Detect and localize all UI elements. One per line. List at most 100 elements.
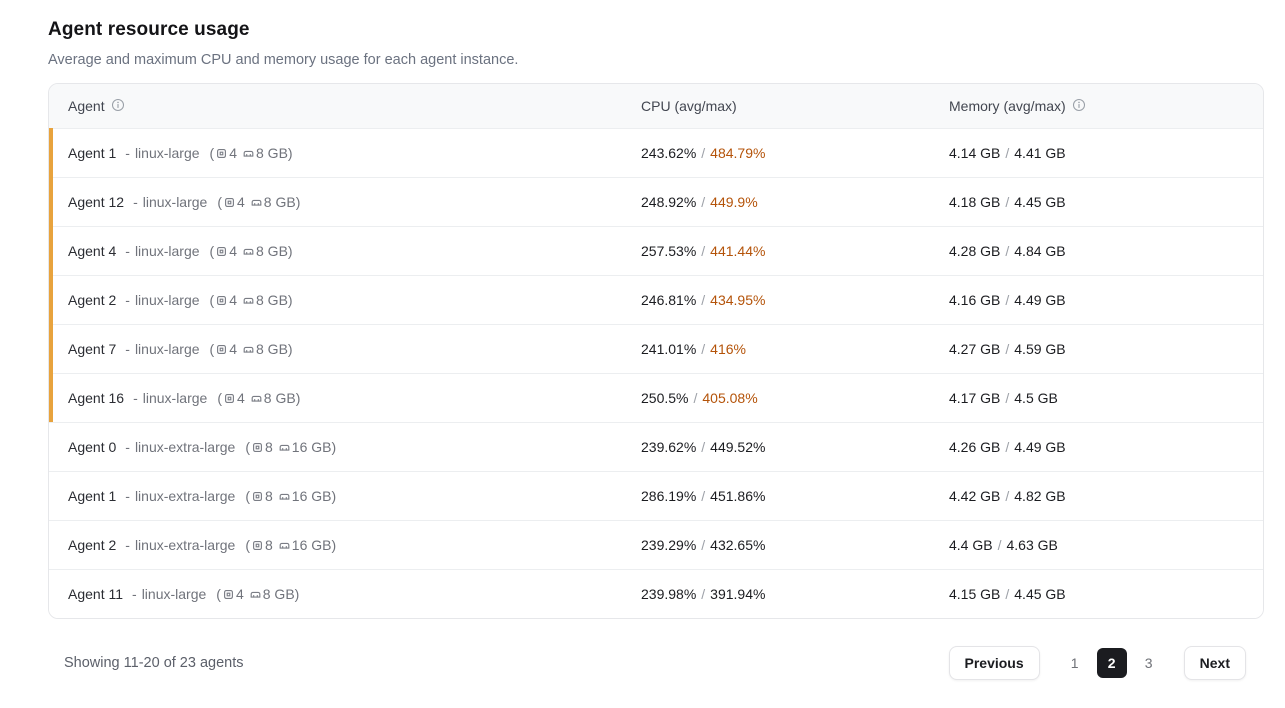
memory-avg-value: 4.42 GB bbox=[949, 488, 1000, 504]
cpu-max-value: 432.65% bbox=[710, 537, 765, 553]
cpu-chip-icon bbox=[250, 441, 265, 454]
memory-column-label: Memory (avg/max) bbox=[949, 98, 1066, 114]
memory-size: 16 GB bbox=[292, 488, 332, 504]
cpu-cell: 257.53% / 441.44% bbox=[641, 243, 949, 259]
memory-avg-value: 4.14 GB bbox=[949, 145, 1000, 161]
column-header-agent: Agent bbox=[49, 98, 641, 115]
agent-name: Agent 1 bbox=[68, 488, 116, 504]
agent-column-label: Agent bbox=[68, 98, 105, 114]
machine-spec: ( 8 16 GB ) bbox=[245, 488, 336, 504]
pagination: Previous 123 Next bbox=[949, 646, 1247, 680]
cpu-avg-value: 239.98% bbox=[641, 586, 696, 602]
page-number-list: 123 bbox=[1060, 648, 1164, 678]
ram-icon bbox=[241, 147, 256, 160]
memory-max-value: 4.45 GB bbox=[1014, 194, 1065, 210]
value-separator: / bbox=[1005, 145, 1009, 161]
ram-icon bbox=[277, 441, 292, 454]
info-icon[interactable] bbox=[111, 98, 125, 115]
cpu-cell: 246.81% / 434.95% bbox=[641, 292, 949, 308]
cpu-count: 4 bbox=[229, 341, 237, 357]
memory-max-value: 4.84 GB bbox=[1014, 243, 1065, 259]
value-separator: / bbox=[701, 292, 705, 308]
memory-max-value: 4.82 GB bbox=[1014, 488, 1065, 504]
page-1-button[interactable]: 1 bbox=[1060, 648, 1090, 678]
value-separator: / bbox=[1005, 390, 1009, 406]
next-page-button[interactable]: Next bbox=[1184, 646, 1246, 680]
agent-name: Agent 4 bbox=[68, 243, 116, 259]
machine-type: linux-large bbox=[143, 390, 208, 406]
value-separator: / bbox=[1005, 341, 1009, 357]
memory-size: 8 GB bbox=[256, 243, 288, 259]
memory-max-value: 4.59 GB bbox=[1014, 341, 1065, 357]
memory-avg-value: 4.16 GB bbox=[949, 292, 1000, 308]
machine-spec: ( 4 8 GB ) bbox=[210, 341, 293, 357]
agent-cell: Agent 2 - linux-extra-large ( 8 16 GB ) bbox=[49, 537, 641, 553]
cpu-avg-value: 241.01% bbox=[641, 341, 696, 357]
memory-max-value: 4.41 GB bbox=[1014, 145, 1065, 161]
page-3-button[interactable]: 3 bbox=[1134, 648, 1164, 678]
memory-size: 8 GB bbox=[263, 586, 295, 602]
cpu-max-value: 391.94% bbox=[710, 586, 765, 602]
info-icon[interactable] bbox=[1072, 98, 1086, 115]
agent-cell: Agent 0 - linux-extra-large ( 8 16 GB ) bbox=[49, 439, 641, 455]
table-row: Agent 1 - linux-extra-large ( 8 16 GB ) … bbox=[49, 471, 1263, 520]
memory-size: 8 GB bbox=[264, 390, 296, 406]
dash-separator: - bbox=[125, 145, 130, 161]
close-paren: ) bbox=[288, 145, 293, 161]
ram-icon bbox=[277, 539, 292, 552]
ram-icon bbox=[248, 588, 263, 601]
dash-separator: - bbox=[125, 292, 130, 308]
machine-spec: ( 8 16 GB ) bbox=[245, 439, 336, 455]
memory-cell: 4.42 GB / 4.82 GB bbox=[949, 488, 1263, 504]
machine-spec: ( 4 8 GB ) bbox=[210, 145, 293, 161]
agent-name: Agent 2 bbox=[68, 292, 116, 308]
agent-name: Agent 12 bbox=[68, 194, 124, 210]
memory-cell: 4.28 GB / 4.84 GB bbox=[949, 243, 1263, 259]
close-paren: ) bbox=[288, 243, 293, 259]
cpu-count: 4 bbox=[229, 243, 237, 259]
value-separator: / bbox=[1005, 194, 1009, 210]
results-summary: Showing 11-20 of 23 agents bbox=[64, 655, 244, 671]
cpu-chip-icon bbox=[214, 245, 229, 258]
cpu-avg-value: 257.53% bbox=[641, 243, 696, 259]
cpu-max-value: 449.9% bbox=[710, 194, 757, 210]
agent-cell: Agent 2 - linux-large ( 4 8 GB ) bbox=[49, 292, 641, 308]
agent-cell: Agent 4 - linux-large ( 4 8 GB ) bbox=[49, 243, 641, 259]
memory-avg-value: 4.27 GB bbox=[949, 341, 1000, 357]
value-separator: / bbox=[701, 439, 705, 455]
cpu-count: 4 bbox=[237, 194, 245, 210]
memory-cell: 4.16 GB / 4.49 GB bbox=[949, 292, 1263, 308]
cpu-cell: 250.5% / 405.08% bbox=[641, 390, 949, 406]
memory-max-value: 4.45 GB bbox=[1014, 586, 1065, 602]
cpu-chip-icon bbox=[214, 294, 229, 307]
cpu-count: 4 bbox=[229, 292, 237, 308]
agent-name: Agent 1 bbox=[68, 145, 116, 161]
agent-cell: Agent 11 - linux-large ( 4 8 GB ) bbox=[49, 586, 641, 602]
value-separator: / bbox=[1005, 439, 1009, 455]
machine-type: linux-large bbox=[135, 341, 200, 357]
memory-cell: 4.4 GB / 4.63 GB bbox=[949, 537, 1263, 553]
page-2-button[interactable]: 2 bbox=[1097, 648, 1127, 678]
ram-icon bbox=[249, 392, 264, 405]
table-footer: Showing 11-20 of 23 agents Previous 123 … bbox=[48, 646, 1264, 680]
page-title: Agent resource usage bbox=[48, 19, 1264, 41]
table-row: Agent 11 - linux-large ( 4 8 GB ) 239.98… bbox=[49, 569, 1263, 618]
dash-separator: - bbox=[125, 488, 130, 504]
close-paren: ) bbox=[331, 537, 336, 553]
agent-name: Agent 11 bbox=[68, 586, 123, 602]
cpu-chip-icon bbox=[214, 147, 229, 160]
previous-page-button[interactable]: Previous bbox=[949, 646, 1040, 680]
value-separator: / bbox=[701, 586, 705, 602]
agent-cell: Agent 1 - linux-large ( 4 8 GB ) bbox=[49, 145, 641, 161]
close-paren: ) bbox=[296, 390, 301, 406]
memory-max-value: 4.49 GB bbox=[1014, 439, 1065, 455]
close-paren: ) bbox=[296, 194, 301, 210]
page-container: Agent resource usage Average and maximum… bbox=[48, 0, 1264, 680]
close-paren: ) bbox=[331, 488, 336, 504]
memory-size: 8 GB bbox=[264, 194, 296, 210]
memory-avg-value: 4.4 GB bbox=[949, 537, 993, 553]
value-separator: / bbox=[701, 341, 705, 357]
column-header-memory: Memory (avg/max) bbox=[949, 98, 1263, 115]
machine-spec: ( 4 8 GB ) bbox=[210, 243, 293, 259]
cpu-cell: 286.19% / 451.86% bbox=[641, 488, 949, 504]
